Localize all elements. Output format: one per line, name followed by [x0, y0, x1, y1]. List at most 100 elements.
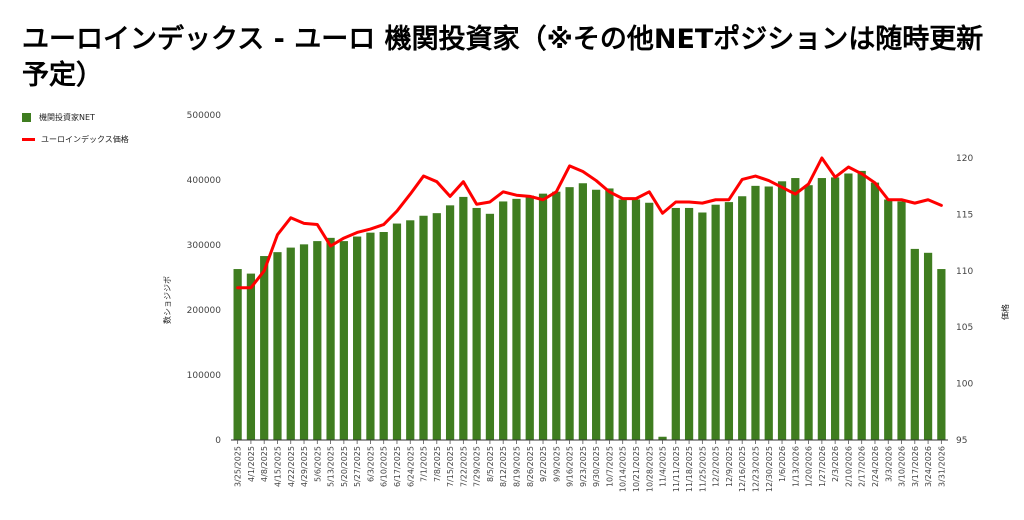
- y-tick-label: 400000: [187, 176, 222, 186]
- bar-series: [233, 170, 946, 441]
- y2-tick-label: 105: [956, 323, 973, 333]
- bar: [445, 205, 455, 440]
- x-tick-label: 11/18/2025: [685, 446, 694, 492]
- bar: [419, 215, 428, 440]
- legend-item-net: 機関投資家NET: [22, 106, 129, 128]
- x-tick-label: 7/1/2025: [420, 446, 429, 482]
- y-tick-label: 300000: [187, 241, 222, 251]
- bar: [764, 186, 773, 440]
- bar: [525, 195, 534, 440]
- x-tick-label: 9/16/2025: [566, 446, 575, 487]
- legend: 機関投資家NET ユーロインデックス価格: [22, 106, 129, 150]
- bar: [366, 232, 375, 440]
- x-tick-label: 12/23/2025: [751, 446, 760, 492]
- bar: [233, 269, 242, 440]
- x-tick-label: 2/24/2026: [871, 446, 880, 487]
- bar: [724, 202, 734, 440]
- x-tick-label: 4/1/2025: [247, 446, 256, 482]
- x-tick-label: 3/17/2026: [911, 446, 920, 487]
- x-tick-label: 6/10/2025: [380, 446, 389, 487]
- y2-tick-label: 100: [956, 380, 973, 390]
- x-tick-label: 4/29/2025: [300, 446, 309, 487]
- bar: [260, 256, 269, 440]
- bar: [711, 204, 720, 440]
- bar: [432, 213, 441, 440]
- legend-label-price: ユーロインデックス価格: [41, 134, 129, 144]
- bar: [671, 207, 680, 440]
- y-tick-label: 500000: [187, 111, 222, 121]
- bar: [937, 269, 946, 440]
- legend-item-price: ユーロインデックス価格: [22, 128, 129, 150]
- bar: [791, 178, 800, 441]
- y-axis-right: 95 100 105 110 115 120: [956, 154, 973, 446]
- x-tick-label: 8/26/2025: [526, 446, 535, 487]
- bar: [353, 236, 362, 440]
- bar: [884, 199, 893, 440]
- x-tick-label: 12/16/2025: [738, 446, 747, 492]
- x-tick-label: 4/8/2025: [260, 446, 269, 482]
- bar: [658, 436, 667, 440]
- bar: [313, 241, 322, 440]
- bar: [844, 173, 853, 440]
- bar: [379, 232, 388, 440]
- x-tick-label: 7/29/2025: [473, 446, 482, 487]
- x-tick-label: 2/3/2026: [831, 446, 840, 482]
- bar: [499, 201, 508, 440]
- x-tick-label: 10/14/2025: [619, 446, 628, 492]
- bar: [392, 223, 402, 440]
- bar: [738, 196, 747, 440]
- x-tick-label: 9/2/2025: [539, 446, 548, 482]
- x-tick-label: 8/12/2025: [499, 446, 508, 487]
- y2-tick-label: 95: [956, 436, 967, 446]
- x-tick-label: 1/6/2026: [778, 446, 787, 482]
- x-tick-label: 5/6/2025: [313, 446, 322, 482]
- x-tick-label: 10/7/2025: [605, 446, 614, 487]
- x-tick-label: 4/15/2025: [273, 446, 282, 487]
- y-tick-label: 0: [215, 436, 221, 446]
- x-tick-label: 3/25/2025: [234, 446, 243, 487]
- x-tick-label: 9/9/2025: [552, 446, 561, 482]
- bar: [552, 191, 561, 440]
- bar: [870, 182, 880, 440]
- x-tick-label: 6/3/2025: [366, 446, 375, 482]
- y-axis-title: 数ショジジボ: [162, 276, 172, 324]
- x-tick-label: 3/10/2026: [898, 446, 907, 487]
- y2-axis-title: 価格: [1000, 304, 1010, 320]
- bar: [684, 207, 694, 440]
- x-tick-label: 7/8/2025: [433, 446, 442, 482]
- bar: [857, 170, 866, 440]
- bar: [817, 178, 826, 441]
- bar: [246, 273, 256, 440]
- x-tick-label: 5/13/2025: [327, 446, 336, 487]
- x-tick-label: 4/22/2025: [287, 446, 296, 487]
- bar: [831, 177, 840, 440]
- bar: [538, 193, 548, 440]
- bar: [565, 187, 574, 440]
- bar: [459, 196, 468, 440]
- bar: [339, 241, 348, 440]
- y-tick-label: 200000: [187, 306, 222, 316]
- line-series: [236, 156, 943, 290]
- price-line: [236, 156, 943, 290]
- bar: [618, 199, 627, 440]
- x-tick-label: 10/28/2025: [645, 446, 654, 492]
- bar: [326, 237, 335, 440]
- x-tick-label: 7/22/2025: [459, 446, 468, 487]
- y2-tick-label: 115: [956, 210, 973, 220]
- bar: [897, 201, 906, 440]
- x-tick-label: 6/17/2025: [393, 446, 402, 487]
- bar: [804, 185, 813, 440]
- x-tick-label: 6/24/2025: [406, 446, 415, 487]
- x-tick-label: 5/20/2025: [340, 446, 349, 487]
- bar: [605, 188, 614, 440]
- x-tick-label: 12/9/2025: [725, 446, 734, 487]
- bar: [751, 185, 760, 440]
- y2-tick-label: 120: [956, 154, 973, 164]
- y-axis-left: 0 100000 200000 300000 400000 500000: [187, 111, 222, 446]
- chart-title: ユーロインデックス - ユーロ 機関投資家（※その他NETポジションは随時更新予…: [22, 24, 984, 91]
- legend-swatch-price: [22, 137, 35, 141]
- bar: [645, 202, 654, 440]
- x-axis: 3/25/2025 4/1/2025 4/8/2025 4/15/2025 4/22/2…: [231, 439, 948, 492]
- x-tick-label: 11/11/2025: [672, 446, 681, 492]
